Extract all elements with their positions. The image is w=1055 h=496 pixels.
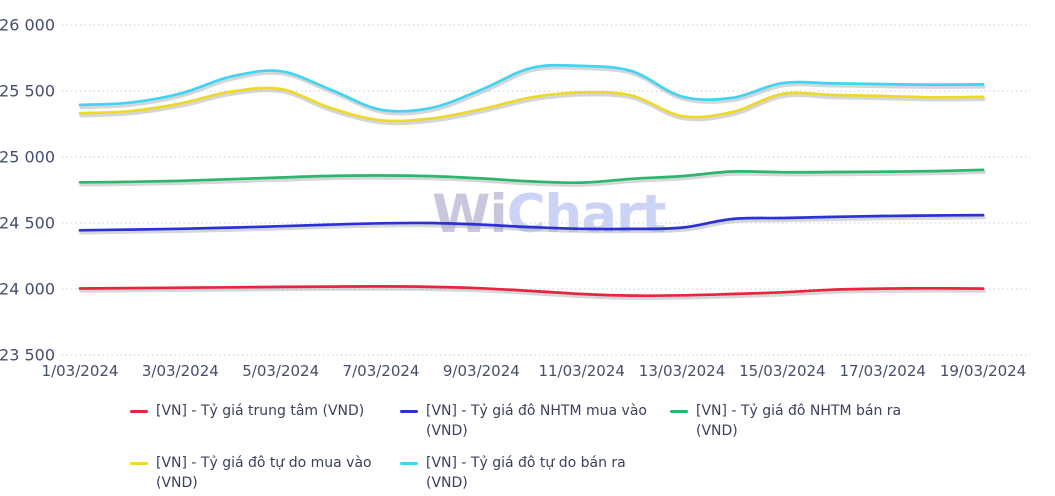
x-axis-label-11-03-2024: 11/03/2024 [538, 362, 624, 380]
y-axis-label-25500: 25 500 [0, 82, 55, 101]
legend-item-label: [VN] - Tỷ giá đô NHTM bán ra (VND) [696, 403, 902, 439]
series-ty-gia-do-tu-do-ban-ra[interactable] [78, 63, 986, 116]
series-ty-gia-do-tu-do-mua-vao-shadow [79, 88, 986, 126]
legend-item-label: [VN] - Tỷ giá đô tự do mua vào (VND) [156, 454, 372, 491]
legend-line-swatch-icon [400, 410, 418, 413]
legend-item-ty-gia-do-nhtm-mua-vao[interactable]: [VN] - Tỷ giá đô NHTM mua vào (VND) [400, 402, 670, 442]
x-axis-label-5-03-2024: 5/03/2024 [242, 362, 319, 380]
x-axis-label-7-03-2024: 7/03/2024 [343, 362, 420, 380]
x-axis-label-1-03-2024: 1/03/2024 [42, 362, 119, 380]
legend-item-label: [VN] - Tỷ giá đô tự do bán ra (VND) [426, 454, 626, 491]
series-ty-gia-do-tu-do-mua-vao-line [78, 86, 985, 123]
x-axis-label-13-03-2024: 13/03/2024 [639, 362, 725, 380]
exchange-rate-chart-area: WiChart 26 000 25 500 25 000 24 500 24 000 23… [0, 0, 1055, 392]
y-axis-label-25000: 25 000 [0, 148, 55, 167]
exchange-rate-line-chart[interactable]: 26 000 25 500 25 000 24 500 24 000 23 5001/03… [0, 0, 1055, 392]
legend-item-ty-gia-do-nhtm-ban-ra[interactable]: [VN] - Tỷ giá đô NHTM bán ra (VND) [670, 402, 1055, 442]
series-ty-gia-trung-tam[interactable] [78, 285, 986, 300]
series-ty-gia-do-nhtm-mua-vao[interactable] [78, 213, 986, 235]
legend-item-label: [VN] - Tỷ giá đô NHTM mua vào (VND) [426, 403, 647, 439]
series-ty-gia-do-tu-do-ban-ra-shadow [79, 66, 986, 116]
series-ty-gia-do-nhtm-mua-vao-shadow [79, 216, 986, 235]
y-axis-label-24500: 24 500 [0, 214, 55, 233]
x-axis-label-19-03-2024: 19/03/2024 [940, 362, 1026, 380]
legend-item-ty-gia-trung-tam[interactable]: [VN] - Tỷ giá trung tâm (VND) [130, 402, 400, 442]
series-ty-gia-trung-tam-shadow [79, 287, 986, 300]
legend-line-swatch-icon [400, 461, 418, 465]
y-axis-label-23500: 23 500 [0, 346, 55, 365]
series-ty-gia-do-nhtm-ban-ra[interactable] [78, 168, 986, 187]
legend-line-swatch-icon [130, 461, 148, 465]
x-axis-label-9-03-2024: 9/03/2024 [443, 362, 520, 380]
x-axis-label-3-03-2024: 3/03/2024 [142, 362, 219, 380]
legend-item-label: [VN] - Tỷ giá trung tâm (VND) [156, 403, 365, 419]
series-ty-gia-do-nhtm-mua-vao-line [78, 213, 985, 232]
y-axis-label-26000: 26 000 [0, 16, 55, 35]
series-ty-gia-do-nhtm-ban-ra-line [78, 168, 985, 185]
legend-item-ty-gia-do-tu-do-ban-ra[interactable]: [VN] - Tỷ giá đô tự do bán ra (VND) [400, 454, 670, 494]
series-ty-gia-do-tu-do-mua-vao[interactable] [78, 86, 986, 126]
legend-line-swatch-icon [670, 410, 688, 413]
y-axis-label-24000: 24 000 [0, 280, 55, 299]
legend-item-ty-gia-do-tu-do-mua-vao[interactable]: [VN] - Tỷ giá đô tự do mua vào (VND) [130, 454, 400, 494]
chart-legend: [VN] - Tỷ giá trung tâm (VND) [VN] - Tỷ g… [130, 402, 1055, 494]
legend-line-swatch-icon [130, 410, 148, 413]
series-ty-gia-trung-tam-line [78, 285, 985, 298]
series-ty-gia-do-tu-do-ban-ra-line [78, 63, 985, 113]
x-axis-label-17-03-2024: 17/03/2024 [839, 362, 925, 380]
x-axis-label-15-03-2024: 15/03/2024 [739, 362, 825, 380]
series-ty-gia-do-nhtm-ban-ra-shadow [79, 170, 986, 187]
